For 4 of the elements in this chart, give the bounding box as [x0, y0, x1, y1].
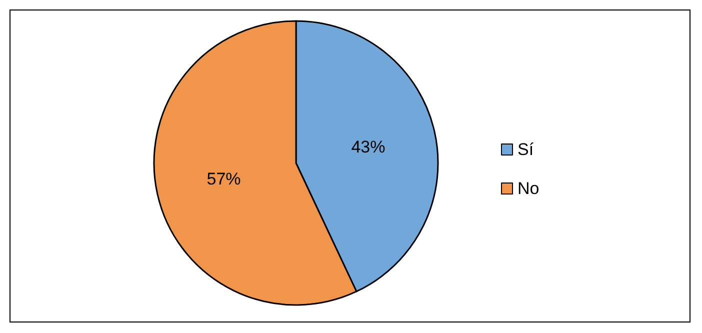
legend-label: No [518, 179, 540, 198]
legend-label: Sí [518, 140, 534, 159]
data-label: 57% [206, 170, 241, 189]
data-label: 43% [351, 137, 386, 156]
